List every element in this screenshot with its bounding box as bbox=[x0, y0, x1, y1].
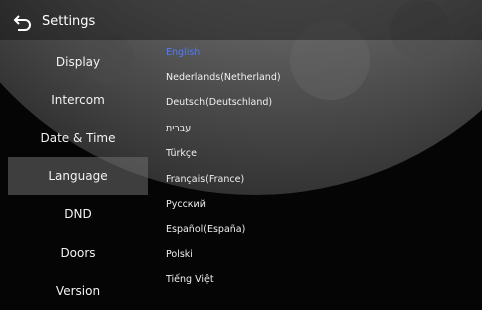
language-option[interactable]: Tiếng Việt bbox=[166, 273, 214, 287]
menu-item[interactable]: Display bbox=[8, 43, 148, 81]
menu-item[interactable]: Date & Time bbox=[8, 119, 148, 157]
language-option[interactable]: Deutsch(Deutschland) bbox=[166, 96, 272, 110]
menu-item[interactable]: Language bbox=[8, 157, 148, 195]
menu-item[interactable]: Version bbox=[8, 272, 148, 310]
language-option[interactable]: Türkçe bbox=[166, 147, 197, 161]
language-option[interactable]: עברית bbox=[166, 122, 191, 136]
page-title: Settings bbox=[42, 14, 95, 29]
language-option[interactable]: Nederlands(Netherland) bbox=[166, 71, 281, 85]
back-button[interactable] bbox=[13, 13, 33, 31]
menu-item[interactable]: DND bbox=[8, 195, 148, 233]
language-option[interactable]: Español(España) bbox=[166, 223, 245, 237]
menu-item[interactable]: Intercom bbox=[8, 81, 148, 119]
menu-item[interactable]: Doors bbox=[8, 234, 148, 272]
language-option[interactable]: Français(France) bbox=[166, 173, 244, 187]
language-option[interactable]: Polski bbox=[166, 248, 193, 262]
language-option[interactable]: English bbox=[166, 46, 200, 60]
settings-screen: Settings Display Intercom Date & Time La… bbox=[0, 0, 482, 306]
language-option[interactable]: Русский bbox=[166, 198, 206, 212]
